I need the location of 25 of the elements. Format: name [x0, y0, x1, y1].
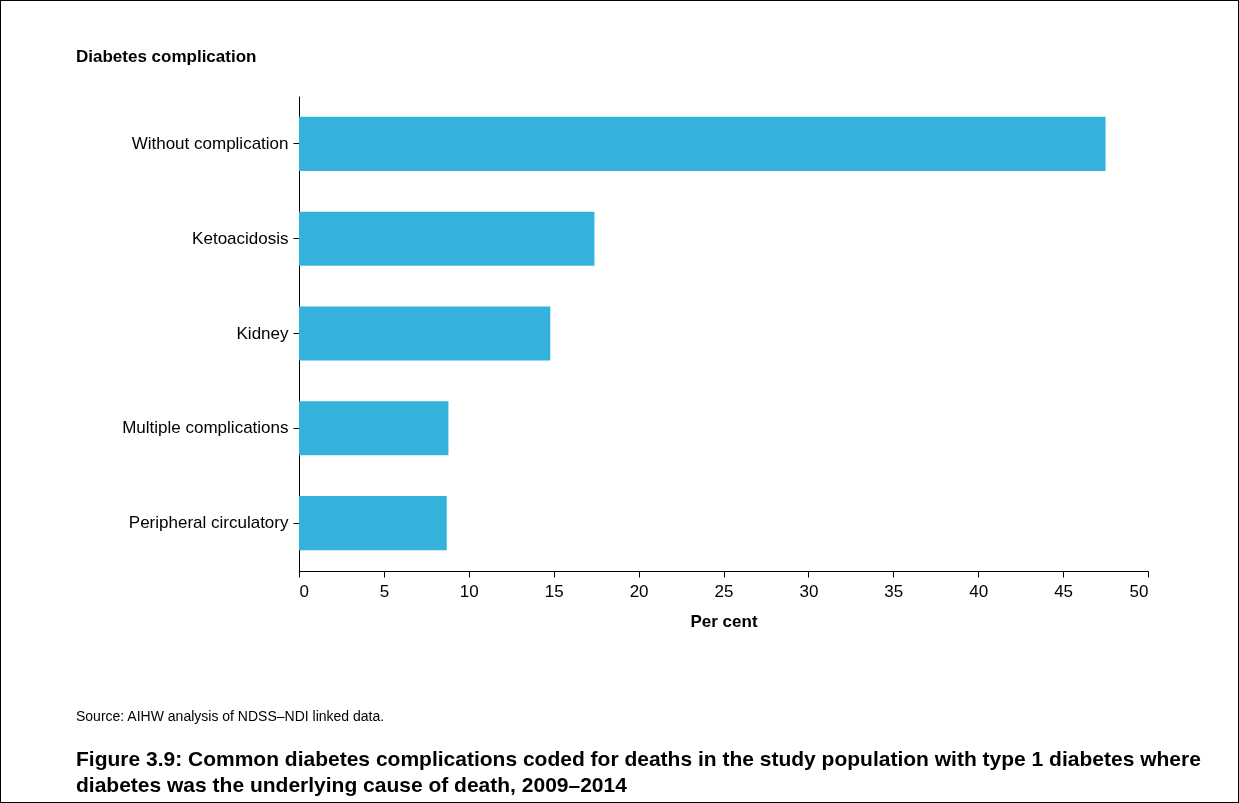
x-tick-label: 20 — [629, 581, 649, 601]
x-tick-label: 30 — [799, 581, 819, 601]
y-tick-label: Multiple complications — [122, 418, 289, 438]
x-tick-label: 10 — [459, 581, 479, 601]
x-tick-label: 40 — [969, 581, 989, 601]
y-tick-label: Kidney — [236, 323, 289, 343]
x-tick-label: 5 — [379, 581, 390, 601]
y-tick-label: Without complication — [131, 133, 289, 153]
source-note: Source: AIHW analysis of NDSS–NDI linked data. — [76, 708, 385, 724]
y-tick-label: Ketoacidosis — [192, 228, 289, 248]
x-tick-label: 0 — [299, 581, 309, 601]
bar — [299, 496, 447, 551]
x-tick-label: 35 — [884, 581, 904, 601]
y-tick-label: Peripheral circulatory — [128, 513, 289, 533]
bar — [299, 116, 1106, 171]
bar — [299, 306, 551, 361]
text: Figure 3.9: Common diabetes complications coded for deaths in the study population with type 1 diabetes where diabetes was the underlying cause of death, 2009–2014 — [76, 746, 1202, 798]
bar — [299, 211, 595, 266]
x-tick-label: 25 — [714, 581, 734, 601]
x-axis-title: Per cent — [690, 611, 758, 631]
y-axis-title: Diabetes complication — [76, 47, 257, 67]
x-tick-label: 45 — [1054, 581, 1074, 601]
bar — [299, 401, 449, 456]
x-tick-label: 50 — [1129, 581, 1149, 601]
x-tick-label: 15 — [544, 581, 564, 601]
